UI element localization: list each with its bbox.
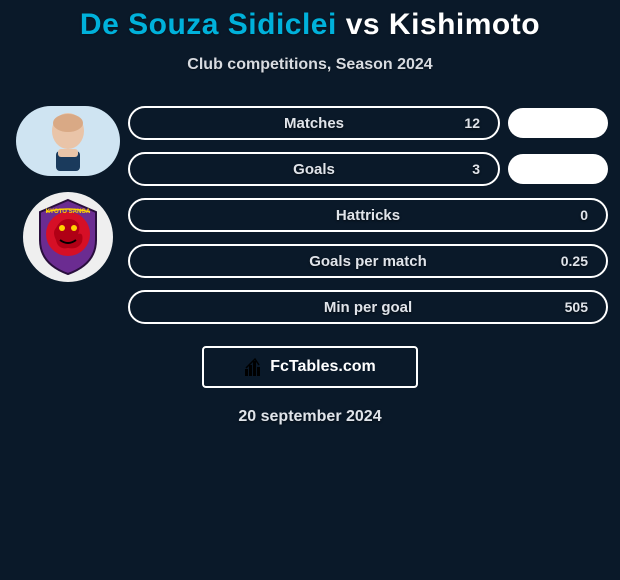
svg-text:KYOTO SANGA: KYOTO SANGA — [46, 209, 91, 215]
stat-pill: Goals 3 — [128, 152, 500, 186]
stat-label: Goals per match — [309, 253, 427, 270]
side-pill — [508, 108, 608, 138]
stats-column: Matches 12 Goals 3 Hattricks 0 Goals per match… — [128, 106, 620, 324]
brand-text: FcTables.com — [270, 358, 376, 376]
subtitle: Club competitions, Season 2024 — [0, 56, 620, 74]
stat-pill: Min per goal 505 — [128, 290, 608, 324]
stat-label: Goals — [293, 161, 335, 178]
kyoto-sanga-badge-icon: KYOTO SANGA — [34, 198, 102, 276]
brand-box: FcTables.com — [202, 346, 418, 388]
stat-value-right: 0.25 — [561, 253, 588, 269]
team-badge: KYOTO SANGA — [23, 192, 113, 282]
page-container: De Souza Sidiclei vs Kishimoto Club comp… — [0, 0, 620, 426]
stat-row: Matches 12 — [128, 106, 608, 140]
title-player2: Kishimoto — [389, 8, 540, 41]
stat-row: Hattricks 0 — [128, 198, 608, 232]
player1-avatar — [16, 106, 120, 176]
stat-pill: Goals per match 0.25 — [128, 244, 608, 278]
stat-label: Matches — [284, 115, 344, 132]
stat-value-right: 12 — [464, 115, 480, 131]
avatars-column: KYOTO SANGA — [8, 106, 128, 282]
side-pill — [508, 154, 608, 184]
stat-pill: Hattricks 0 — [128, 198, 608, 232]
main-content: KYOTO SANGA Matches 12 Goals 3 Hattricks 0 Goa… — [0, 106, 620, 324]
stat-value-right: 505 — [565, 299, 588, 315]
bars-icon — [244, 357, 264, 377]
player-head-icon — [38, 111, 98, 171]
date-text: 20 september 2024 — [0, 408, 620, 426]
stat-row: Goals 3 — [128, 152, 608, 186]
title-vs: vs — [346, 8, 380, 41]
stat-value-right: 3 — [472, 161, 480, 177]
stat-row: Min per goal 505 — [128, 290, 608, 324]
stat-label: Hattricks — [336, 207, 400, 224]
stat-value-right: 0 — [580, 207, 588, 223]
title-player1: De Souza Sidiclei — [80, 8, 337, 41]
stat-label: Min per goal — [324, 299, 412, 316]
stat-row: Goals per match 0.25 — [128, 244, 608, 278]
stat-pill: Matches 12 — [128, 106, 500, 140]
page-title: De Souza Sidiclei vs Kishimoto — [0, 8, 620, 42]
